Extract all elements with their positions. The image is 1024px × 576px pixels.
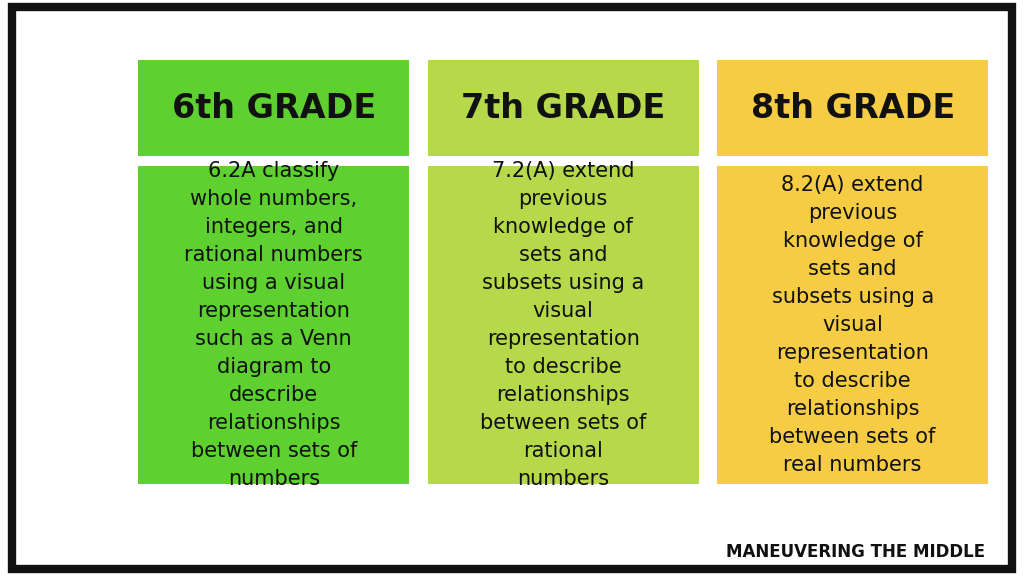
Text: 6th GRADE: 6th GRADE	[172, 92, 376, 124]
Text: MANEUVERING THE MIDDLE: MANEUVERING THE MIDDLE	[726, 543, 985, 561]
FancyBboxPatch shape	[717, 166, 988, 484]
FancyBboxPatch shape	[428, 60, 698, 156]
Text: 7th GRADE: 7th GRADE	[461, 92, 666, 124]
FancyBboxPatch shape	[428, 166, 698, 484]
Text: 8th GRADE: 8th GRADE	[751, 92, 954, 124]
Text: 7.2(A) extend
previous
knowledge of
sets and
subsets using a
visual
representati: 7.2(A) extend previous knowledge of sets…	[480, 161, 646, 489]
Text: 8.2(A) extend
previous
knowledge of
sets and
subsets using a
visual
representati: 8.2(A) extend previous knowledge of sets…	[769, 175, 936, 475]
Text: 6.2A classify
whole numbers,
integers, and
rational numbers
using a visual
repre: 6.2A classify whole numbers, integers, a…	[184, 161, 364, 489]
FancyBboxPatch shape	[717, 60, 988, 156]
FancyBboxPatch shape	[138, 60, 410, 156]
FancyBboxPatch shape	[138, 166, 410, 484]
